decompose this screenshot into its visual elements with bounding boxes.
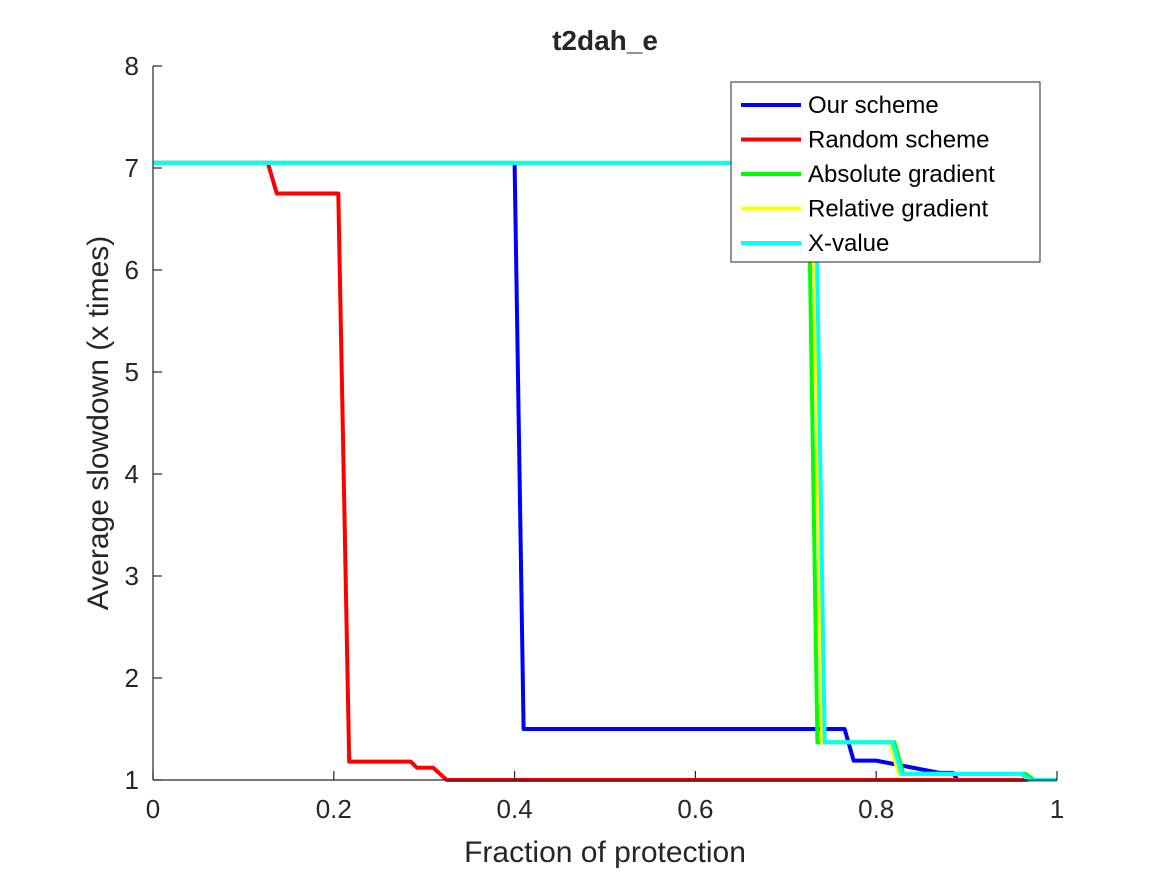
series-line-2 [153,160,1057,782]
legend: Our scheme Random scheme Absolute gradient… [730,81,1041,263]
legend-label-5: X-value [808,230,889,257]
legend-label-4: Relative gradient [808,196,988,223]
chart-title: t2dah_e [552,25,658,56]
x-tick-label: 0 [146,794,160,824]
y-ticks: 1 2 3 4 5 6 7 8 [125,51,162,795]
y-tick-label: 4 [125,459,139,489]
x-ticks: 0 0.2 0.4 0.6 0.8 1 [146,771,1064,824]
y-axis-label: Average slowdown (x times) [82,236,115,611]
legend-label-1: Our scheme [808,92,939,119]
x-tick-label: 0.2 [316,794,352,824]
series-line-1 [153,160,1057,782]
y-tick-label: 2 [125,663,139,693]
y-tick-label: 8 [125,51,139,81]
legend-label-2: Random scheme [808,127,989,154]
axes [152,66,1057,781]
x-tick-label: 0.8 [858,794,894,824]
x-axis-label: Fraction of protection [464,836,746,869]
x-tick-label: 0.4 [497,794,533,824]
y-tick-label: 7 [125,153,139,183]
y-tick-label: 6 [125,255,139,285]
y-tick-label: 1 [125,765,139,795]
y-tick-label: 3 [125,561,139,591]
x-tick-label: 0.6 [677,794,713,824]
y-tick-label: 5 [125,357,139,387]
x-tick-label: 1 [1050,794,1064,824]
legend-label-3: Absolute gradient [808,161,995,188]
